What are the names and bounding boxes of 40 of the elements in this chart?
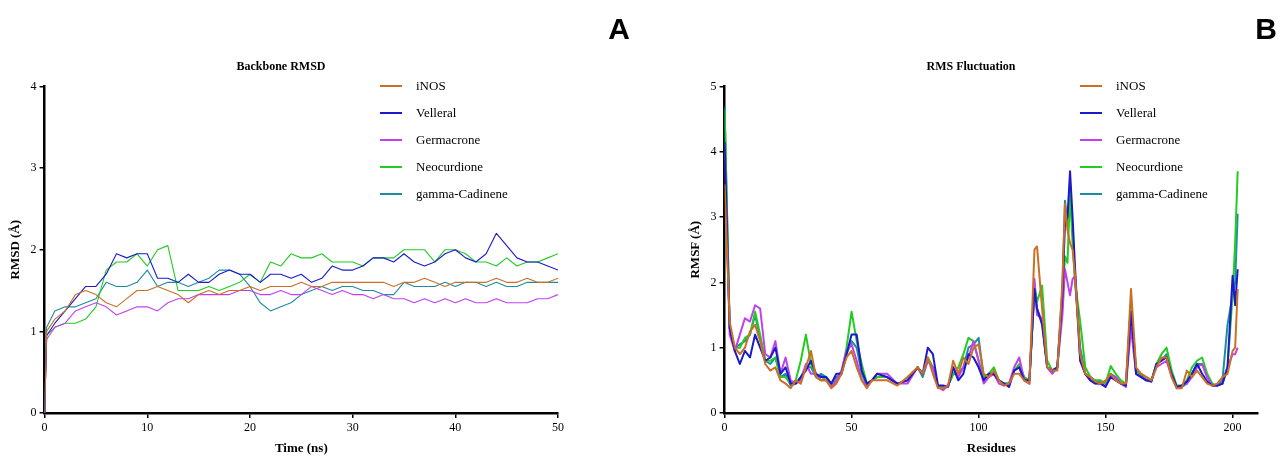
y-tick-label: 2 xyxy=(30,241,37,256)
legend-label: Velleral xyxy=(1116,104,1157,121)
y-tick-label: 2 xyxy=(710,274,717,289)
legend-label: Germacrone xyxy=(1116,131,1181,148)
legend-label: iNOS xyxy=(1116,77,1146,94)
text: A xyxy=(608,12,630,46)
legend-label: Neocurdione xyxy=(416,158,484,175)
x-tick-label: 50 xyxy=(845,420,858,435)
legend-label: Neocurdione xyxy=(1116,158,1184,175)
chart-title: RMS Fluctuation xyxy=(926,59,1016,74)
chart-title: Backbone RMSD xyxy=(236,59,326,74)
y-tick-label: 0 xyxy=(30,405,37,420)
x-tick-label: 200 xyxy=(1223,420,1242,435)
y-tick-label: 4 xyxy=(710,143,717,158)
legend-label: Germacrone xyxy=(416,131,481,148)
x-tick-label: 0 xyxy=(721,420,728,435)
y-tick-label: 5 xyxy=(710,78,717,93)
y-axis-title: RMSD (Å) xyxy=(7,219,23,280)
y-tick-label: 4 xyxy=(30,78,37,93)
x-tick-label: 100 xyxy=(969,420,988,435)
legend-label: iNOS xyxy=(416,77,446,94)
x-tick-label: 50 xyxy=(552,420,564,435)
legend-label: Velleral xyxy=(416,104,457,121)
x-axis-title: Time (ns) xyxy=(274,439,328,455)
y-tick-label: 1 xyxy=(30,323,37,338)
x-tick-label: 20 xyxy=(243,420,256,435)
y-tick-label: 1 xyxy=(710,339,717,354)
x-tick-label: 30 xyxy=(346,420,359,435)
x-tick-label: 40 xyxy=(449,420,462,435)
y-tick-label: 3 xyxy=(30,160,37,175)
legend-label: gamma-Cadinene xyxy=(416,185,508,202)
y-tick-label: 0 xyxy=(710,405,717,420)
x-axis-title: Residues xyxy=(966,439,1016,455)
x-tick-label: 150 xyxy=(1096,420,1115,435)
x-tick-label: 10 xyxy=(141,420,154,435)
text: B xyxy=(1255,12,1277,46)
legend-label: gamma-Cadinene xyxy=(1116,185,1208,202)
y-axis-title: RMSF (Å) xyxy=(687,220,703,279)
x-tick-label: 0 xyxy=(41,420,48,435)
y-tick-label: 3 xyxy=(710,209,717,224)
